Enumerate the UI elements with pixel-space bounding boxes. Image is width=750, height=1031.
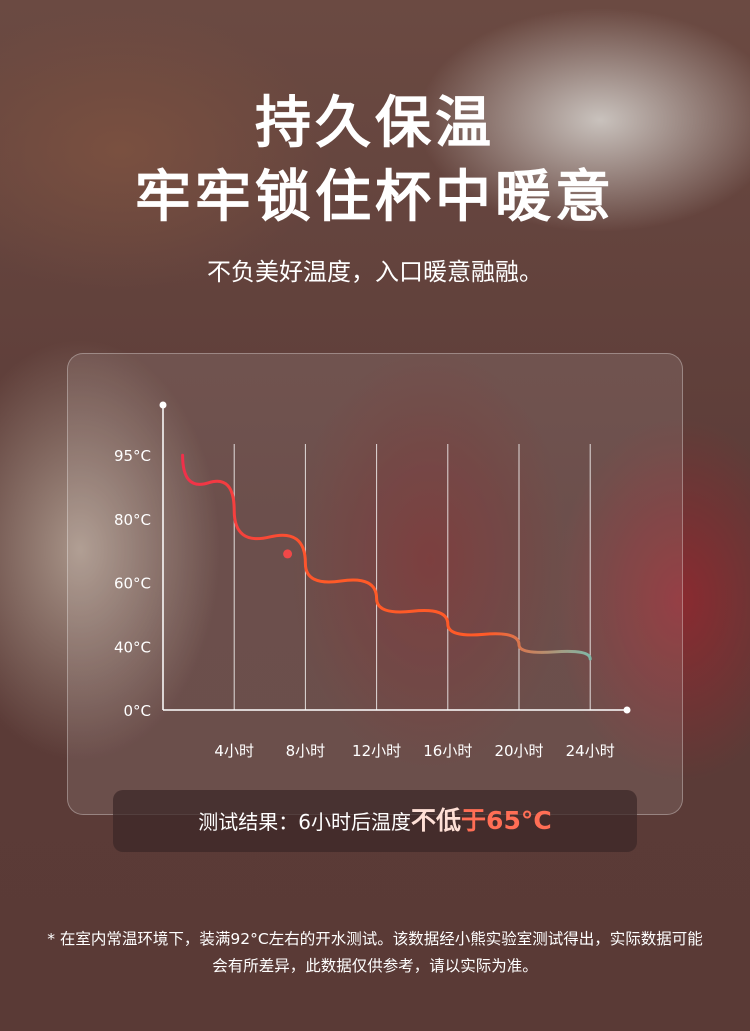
headline-line2: 牢牢锁住杯中暖意: [135, 165, 615, 230]
result-highlight-2: 于65°C: [461, 806, 552, 835]
y-tick-label: 95°C: [114, 447, 151, 465]
y-tick-label: 0°C: [123, 702, 151, 720]
result-text: 测试结果：6小时后温度: [198, 810, 412, 834]
result-highlight-1: 不低: [411, 806, 462, 835]
y-tick-label: 80°C: [114, 511, 151, 529]
subtitle: 不负美好温度，入口暖意融融。: [207, 258, 543, 286]
temperature-chart: 4小时 8小时 12小时 16小时 20小时 24小时 0°C 40°C 60°C 80°C 95°…: [114, 401, 631, 760]
curve-marker-dot: [283, 549, 293, 559]
x-tick-label: 12小时: [352, 742, 401, 760]
temperature-curve: [181, 453, 592, 661]
headline-line1: 持久保温: [255, 91, 495, 156]
chart-panel: 4小时 8小时 12小时 16小时 20小时 24小时 0°C 40°C 60°C 80°C 95°…: [67, 353, 683, 815]
x-tick-label: 24小时: [566, 742, 615, 760]
y-axis-end-dot: [159, 401, 167, 409]
footnote: * 在室内常温环境下，装满92°C左右的开水测试。该数据经小熊实验室测试得出，实…: [47, 930, 703, 975]
y-tick-label: 60°C: [114, 575, 151, 593]
test-result-banner: 测试结果：6小时后温度不低于65°C: [113, 790, 637, 852]
x-tick-label: 20小时: [494, 742, 543, 760]
x-tick-label: 16小时: [423, 742, 472, 760]
x-tick-label: 8小时: [286, 742, 326, 760]
x-axis-end-dot: [623, 706, 631, 714]
x-tick-label: 4小时: [214, 742, 254, 760]
y-tick-label: 40°C: [114, 638, 151, 656]
